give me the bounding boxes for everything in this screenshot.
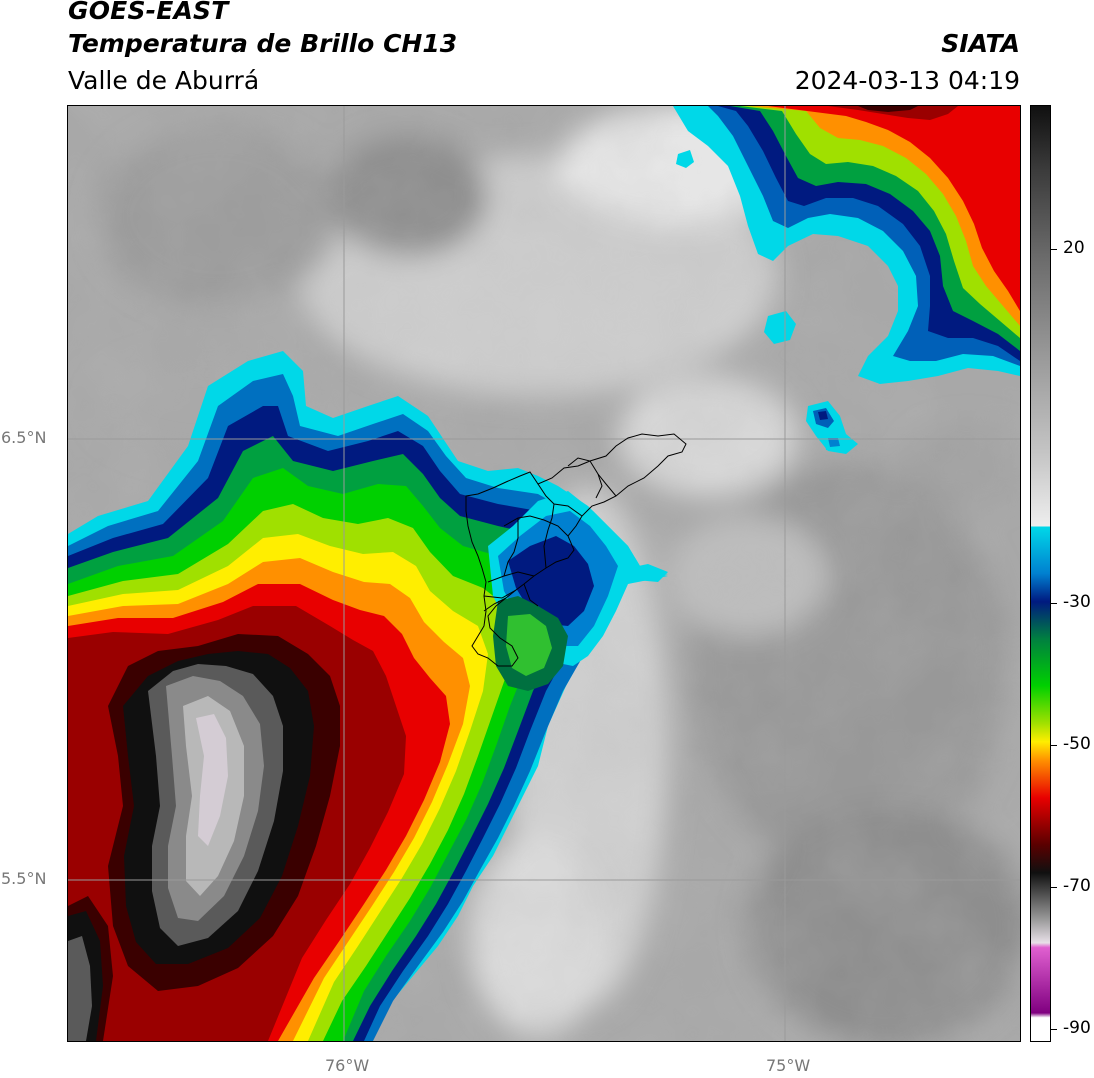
brightness-temperature-field — [68, 106, 1020, 1041]
colorbar-label-minus70: -70 — [1063, 876, 1091, 896]
graticule — [68, 106, 1020, 1041]
satellite-title: GOES-EAST — [68, 0, 229, 25]
convective-system-west — [68, 351, 668, 1041]
datetime-label: 2024-03-13 04:19 — [794, 66, 1020, 95]
convective-system-northeast — [628, 106, 1020, 582]
lat-label-5-5n: 5.5°N — [1, 869, 47, 888]
colorbar-tick-minus90 — [1051, 1029, 1057, 1030]
colorbar — [1030, 105, 1051, 1042]
lat-label-6-5n: 6.5°N — [1, 428, 47, 447]
satellite-map[interactable] — [67, 105, 1021, 1042]
municipal-boundaries — [465, 433, 687, 667]
organization-title: SIATA — [941, 29, 1020, 58]
colorbar-label-minus50: -50 — [1063, 734, 1091, 754]
colorbar-tick-minus30 — [1051, 603, 1057, 604]
lon-label-76w: 76°W — [325, 1056, 370, 1075]
colorbar-label-20: 20 — [1063, 238, 1085, 258]
colorbar-tick-minus70 — [1051, 887, 1057, 888]
lon-label-75w: 75°W — [766, 1056, 811, 1075]
colorbar-gradient — [1031, 106, 1050, 1041]
convective-cell-central — [488, 491, 668, 691]
colorbar-tick-20 — [1051, 249, 1057, 250]
colorbar-tick-minus50 — [1051, 745, 1057, 746]
colorbar-label-minus30: -30 — [1063, 592, 1091, 612]
region-title: Valle de Aburrá — [68, 66, 260, 95]
colorbar-label-minus90: -90 — [1063, 1018, 1091, 1038]
product-title: Temperatura de Brillo CH13 — [68, 29, 458, 58]
